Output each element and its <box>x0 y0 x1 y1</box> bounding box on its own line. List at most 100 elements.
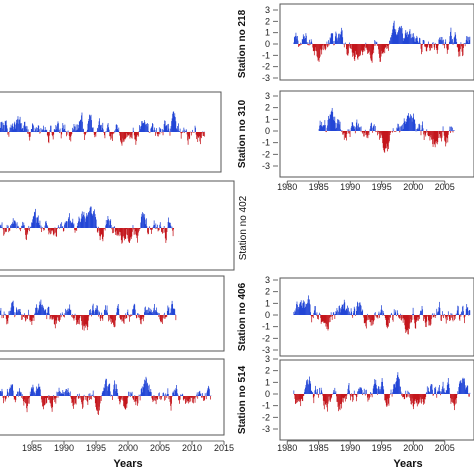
anomaly-bar <box>333 44 335 46</box>
anomaly-bar <box>77 394 79 396</box>
anomaly-bar <box>109 391 111 396</box>
anomaly-bar <box>139 228 141 230</box>
anomaly-bar <box>53 395 55 396</box>
anomaly-bar <box>294 394 296 399</box>
anomaly-bar <box>103 132 105 133</box>
anomaly-bar <box>446 315 448 317</box>
anomaly-bar <box>165 228 167 243</box>
anomaly-bar <box>41 305 42 315</box>
anomaly-bar <box>345 394 347 397</box>
anomaly-bar <box>378 131 379 133</box>
anomaly-bar <box>3 130 5 132</box>
anomaly-bar <box>328 115 329 131</box>
anomaly-bar <box>385 394 387 406</box>
anomaly-bar <box>448 130 450 131</box>
anomaly-bar <box>145 218 147 228</box>
anomaly-bar <box>336 38 338 44</box>
anomaly-bar <box>25 315 26 322</box>
anomaly-bar <box>372 44 374 55</box>
anomaly-bar <box>163 124 165 132</box>
anomaly-bar <box>118 228 119 235</box>
anomaly-bar <box>387 131 389 147</box>
anomaly-bar <box>405 315 407 332</box>
anomaly-bar <box>405 32 407 44</box>
anomaly-bar <box>112 396 113 400</box>
anomaly-bar <box>179 128 181 132</box>
anomaly-bar <box>339 394 340 410</box>
anomaly-bar <box>413 113 414 131</box>
anomaly-bar <box>19 391 21 396</box>
anomaly-bar <box>74 126 76 132</box>
anomaly-bar <box>389 131 390 142</box>
anomaly-bar <box>462 44 464 56</box>
anomaly-bar <box>8 132 10 137</box>
anomaly-bar <box>97 228 99 233</box>
anomaly-bar <box>7 225 9 228</box>
anomaly-bar <box>41 396 42 400</box>
anomaly-bar <box>35 129 36 132</box>
y-tick-label: -3 <box>262 73 270 83</box>
anomaly-bar <box>378 311 380 315</box>
anomaly-bar <box>452 39 453 44</box>
anomaly-bar <box>32 219 34 228</box>
anomaly-bar <box>420 310 421 315</box>
anomaly-bar <box>309 299 310 315</box>
anomaly-bar <box>394 387 396 394</box>
anomaly-bar <box>350 308 352 315</box>
anomaly-bar <box>64 315 65 318</box>
anomaly-bar <box>165 125 167 132</box>
anomaly-bar <box>70 309 72 315</box>
anomaly-bar <box>409 392 410 394</box>
anomaly-bar <box>437 311 439 315</box>
anomaly-bar <box>295 308 297 315</box>
anomaly-bar <box>169 131 170 132</box>
anomaly-bar <box>428 391 430 394</box>
anomaly-bar <box>154 396 155 401</box>
anomaly-bar <box>429 392 430 394</box>
anomaly-bar <box>448 315 450 321</box>
anomaly-bar <box>442 126 444 131</box>
anomaly-bar <box>358 306 359 315</box>
anomaly-bar <box>152 313 154 315</box>
anomaly-bar <box>106 305 108 315</box>
anomaly-bar <box>153 307 155 315</box>
anomaly-bar <box>409 394 411 398</box>
anomaly-bar <box>381 309 383 315</box>
anomaly-bar <box>137 313 139 315</box>
anomaly-bar <box>4 120 6 132</box>
anomaly-bar <box>92 128 94 132</box>
anomaly-bar <box>347 310 349 315</box>
anomaly-bar <box>2 228 4 230</box>
anomaly-bar <box>297 304 298 315</box>
anomaly-bar <box>23 222 25 228</box>
anomaly-bar <box>319 313 321 315</box>
anomaly-bar <box>40 299 42 315</box>
anomaly-bar <box>35 394 36 396</box>
anomaly-bar <box>40 395 42 396</box>
anomaly-bar <box>400 313 401 315</box>
anomaly-bar <box>424 315 426 319</box>
anomaly-bar <box>327 44 328 48</box>
anomaly-bar <box>53 132 55 135</box>
anomaly-bar <box>437 44 439 46</box>
anomaly-bar <box>119 132 121 136</box>
anomaly-bar <box>9 310 11 315</box>
anomaly-bar <box>323 44 325 49</box>
anomaly-bar <box>26 396 27 409</box>
anomaly-bar <box>296 38 298 44</box>
anomaly-bar <box>340 130 342 131</box>
anomaly-bar <box>450 31 451 44</box>
anomaly-bar <box>96 396 98 411</box>
anomaly-bar <box>124 228 125 241</box>
anomaly-bar <box>445 131 447 144</box>
anomaly-bar <box>328 118 330 131</box>
anomaly-bar <box>372 126 374 131</box>
anomaly-bar <box>410 315 412 323</box>
anomaly-bar <box>352 394 354 401</box>
anomaly-bar <box>444 131 446 142</box>
anomaly-bar <box>16 123 18 132</box>
anomaly-bar <box>302 300 304 315</box>
x-tick-label: 1995 <box>372 182 392 192</box>
anomaly-bar <box>403 394 405 397</box>
anomaly-bar <box>29 315 31 321</box>
